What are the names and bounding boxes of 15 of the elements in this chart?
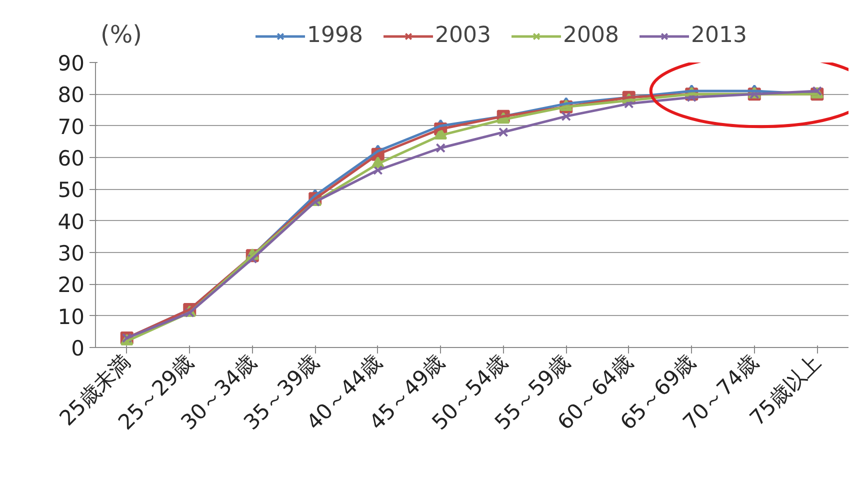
y-tick-label: 10 — [58, 304, 85, 329]
y-tick-label: 40 — [58, 210, 85, 234]
y-tick-label: 60 — [58, 146, 85, 170]
legend-label: 2013 — [691, 23, 747, 48]
y-tick-label: 20 — [58, 273, 85, 298]
legend-label: 2003 — [435, 23, 491, 48]
y-tick-label: 80 — [58, 83, 85, 108]
y-tick-label: 50 — [58, 178, 85, 202]
y-tick-label: 70 — [58, 114, 85, 139]
y-tick-label: 30 — [58, 242, 85, 266]
y-axis-title: (%) — [100, 20, 142, 48]
y-tick-label: 0 — [71, 336, 85, 360]
y-tick-label: 90 — [58, 52, 85, 76]
legend-label: 1998 — [307, 23, 363, 48]
legend-label: 2008 — [563, 23, 619, 48]
